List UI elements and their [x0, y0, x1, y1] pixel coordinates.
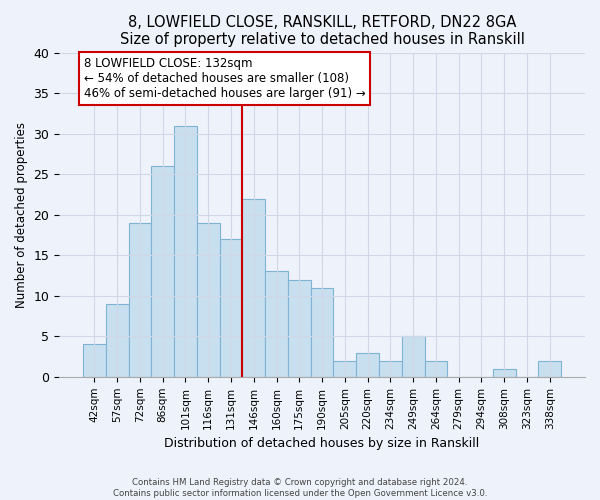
Bar: [334, 360, 356, 377]
Bar: [402, 336, 425, 377]
Bar: [106, 304, 128, 377]
X-axis label: Distribution of detached houses by size in Ranskill: Distribution of detached houses by size …: [164, 437, 480, 450]
Y-axis label: Number of detached properties: Number of detached properties: [15, 122, 28, 308]
Bar: [151, 166, 174, 377]
Bar: [356, 352, 379, 377]
Text: 8 LOWFIELD CLOSE: 132sqm
← 54% of detached houses are smaller (108)
46% of semi-: 8 LOWFIELD CLOSE: 132sqm ← 54% of detach…: [83, 57, 365, 100]
Bar: [311, 288, 334, 377]
Bar: [288, 280, 311, 377]
Bar: [493, 368, 515, 377]
Text: Contains HM Land Registry data © Crown copyright and database right 2024.
Contai: Contains HM Land Registry data © Crown c…: [113, 478, 487, 498]
Bar: [174, 126, 197, 377]
Bar: [265, 272, 288, 377]
Bar: [220, 239, 242, 377]
Bar: [242, 198, 265, 377]
Bar: [197, 223, 220, 377]
Bar: [83, 344, 106, 377]
Bar: [538, 360, 561, 377]
Title: 8, LOWFIELD CLOSE, RANSKILL, RETFORD, DN22 8GA
Size of property relative to deta: 8, LOWFIELD CLOSE, RANSKILL, RETFORD, DN…: [119, 15, 524, 48]
Bar: [128, 223, 151, 377]
Bar: [425, 360, 447, 377]
Bar: [379, 360, 402, 377]
